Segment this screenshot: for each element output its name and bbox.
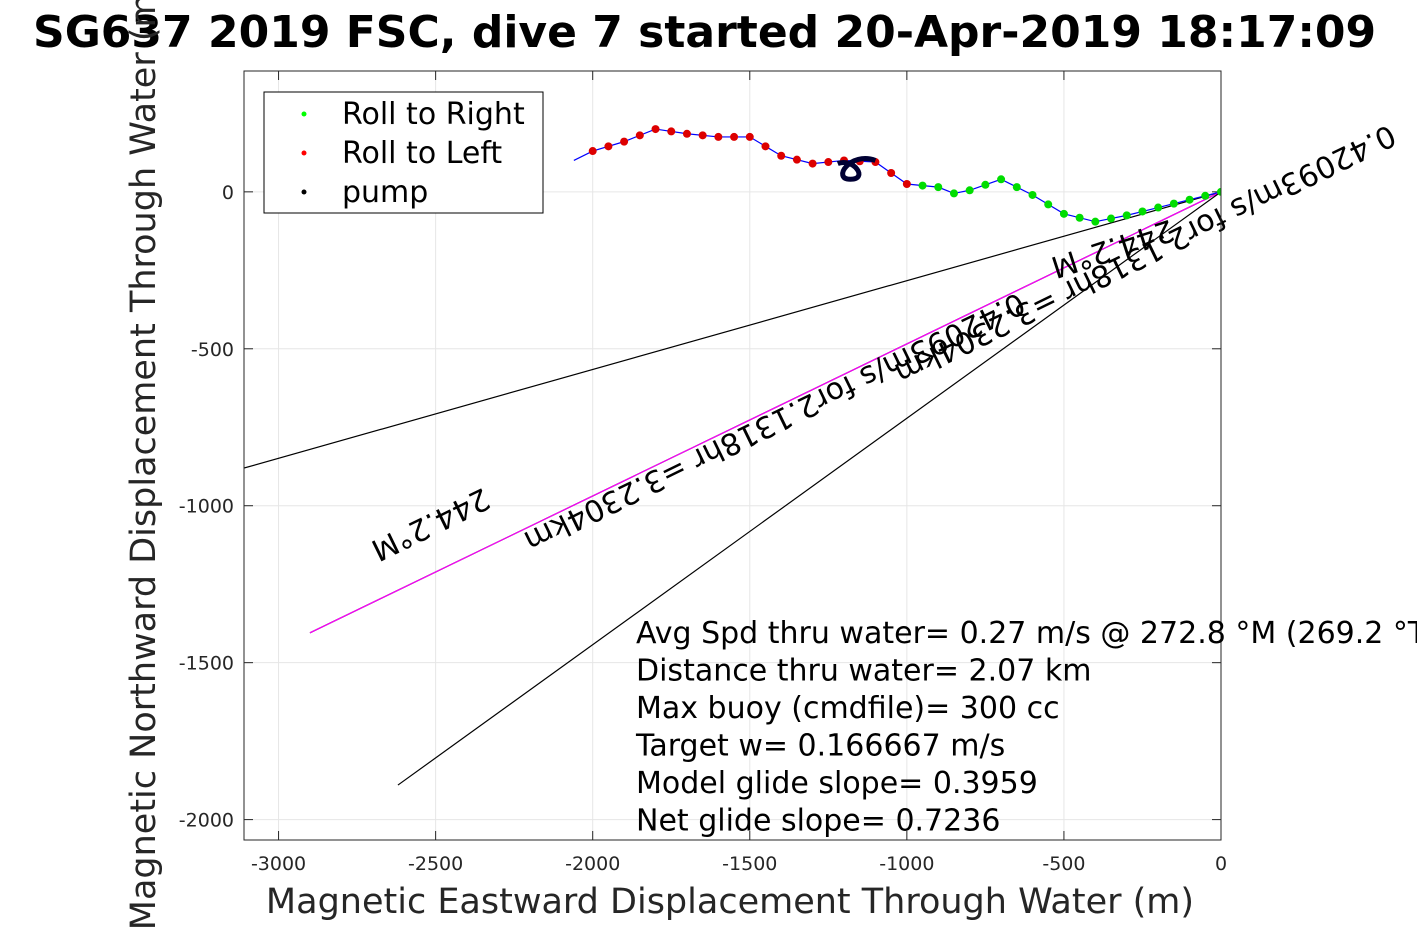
legend-label: Roll to Left — [342, 136, 502, 171]
x-tick-label: -500 — [1042, 853, 1085, 875]
y-tick-label: 0 — [222, 182, 234, 204]
legend-marker — [301, 150, 307, 156]
annotation-line: Target w= 0.166667 m/s — [635, 729, 1005, 764]
plot-content — [244, 125, 1221, 786]
y-tick-label: -2000 — [179, 810, 234, 832]
y-tick-label: -1500 — [179, 653, 234, 675]
roll-left-marker — [588, 147, 597, 156]
axis-ticks: -3000 -2500 -2000 -1500 -1000 -500 0 -2000 -1500… — [179, 71, 1227, 875]
roll-left-marker — [651, 125, 660, 134]
x-tick-label: -3000 — [251, 853, 306, 875]
annotation-line: Distance thru water= 2.07 km — [636, 654, 1091, 689]
roll-right-marker — [918, 181, 927, 190]
y-tick-label: -1000 — [179, 496, 234, 518]
x-tick-label: 0 — [1215, 853, 1227, 875]
plot-frame — [243, 70, 1222, 841]
annotation-line: Net glide slope= 0.7236 — [636, 804, 1000, 839]
y-tick-label: -500 — [191, 339, 234, 361]
roll-right-marker — [1091, 217, 1100, 226]
x-tick-label: -2500 — [408, 853, 463, 875]
roll-left-marker — [604, 142, 613, 151]
roll-left-marker — [824, 158, 833, 167]
annotation-line: Model glide slope= 0.3959 — [636, 766, 1038, 801]
roll-left-marker — [635, 131, 644, 140]
roll-right-marker — [1169, 199, 1178, 208]
roll-left-marker — [808, 159, 817, 168]
reference-line-upper — [244, 191, 1221, 469]
roll-left-marker — [682, 129, 691, 138]
roll-left-marker — [777, 151, 786, 160]
chart-title: SG637 2019 FSC, dive 7 started 20-Apr-20… — [33, 7, 1376, 58]
roll-right-marker — [1217, 187, 1221, 196]
roll-left-marker — [714, 132, 723, 141]
x-tick-label: -1500 — [722, 853, 777, 875]
roll-right-marker — [1154, 203, 1163, 212]
roll-right-marker — [1201, 191, 1210, 200]
roll-right-marker — [1122, 211, 1131, 220]
roll-right-marker — [1107, 214, 1116, 223]
reference-line-lower — [397, 191, 1221, 786]
roll-right-marker — [949, 189, 958, 198]
legend-marker — [301, 189, 307, 195]
annotation-line: Avg Spd thru water= 0.27 m/s @ 272.8 °M … — [636, 616, 1417, 651]
roll-right-marker — [1028, 190, 1037, 199]
roll-right-marker — [1012, 183, 1021, 192]
roll-right-marker — [1075, 213, 1084, 222]
annotation-line: Max buoy (cmdfile)= 300 cc — [636, 691, 1060, 726]
legend-label: Roll to Right — [342, 97, 525, 132]
roll-left-marker — [792, 155, 801, 164]
x-tick-label: -2000 — [565, 853, 620, 875]
roll-left-marker — [745, 132, 754, 141]
roll-left-marker — [620, 137, 629, 146]
roll-left-marker — [667, 127, 676, 136]
roll-right-marker — [981, 180, 990, 189]
legend-label: pump — [342, 175, 428, 210]
roll-right-marker — [1185, 195, 1194, 204]
roll-right-marker — [1059, 209, 1068, 218]
roll-right-marker — [965, 186, 974, 195]
legend-marker — [301, 111, 307, 117]
roll-right-marker — [1044, 200, 1053, 209]
roll-left-marker — [730, 132, 739, 141]
roll-right-marker — [934, 183, 943, 192]
y-axis-label: Magnetic Northward Displacement Through … — [124, 0, 164, 930]
pump-marker-cluster — [836, 156, 877, 182]
legend-box — [263, 91, 544, 214]
annotation-block: Avg Spd thru water= 0.27 m/s @ 272.8 °M … — [635, 616, 1417, 839]
legend: Roll to Right Roll to Left pump — [263, 91, 544, 214]
roll-right-marker — [1138, 207, 1147, 216]
roll-right-marker — [997, 175, 1006, 184]
roll-left-marker — [761, 142, 770, 151]
grid-lines — [244, 71, 1222, 840]
x-tick-label: -1000 — [879, 853, 934, 875]
roll-left-marker — [698, 131, 707, 140]
roll-left-marker — [902, 179, 911, 188]
x-axis-label: Magnetic Eastward Displacement Through W… — [266, 882, 1194, 922]
reference-line-current — [309, 191, 1221, 634]
roll-left-marker — [887, 169, 896, 178]
